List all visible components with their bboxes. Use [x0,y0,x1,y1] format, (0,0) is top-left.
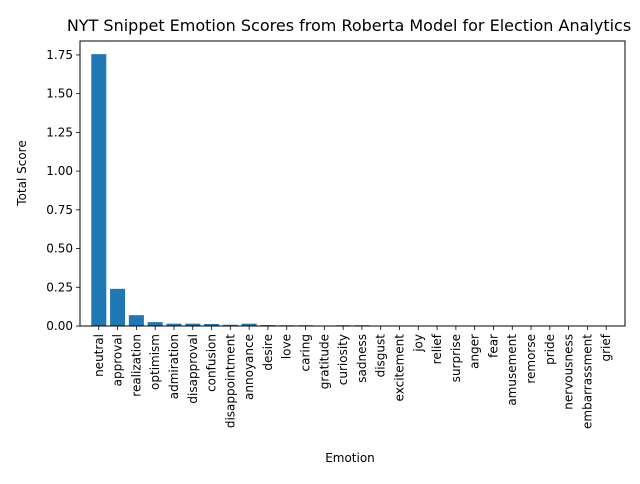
x-tick-label: desire [261,334,275,371]
bar-realization [129,315,144,326]
bar-optimism [148,322,163,326]
y-tick-label: 0.00 [46,319,73,333]
bar-approval [110,289,125,326]
chart-title: NYT Snippet Emotion Scores from Roberta … [67,16,631,35]
x-tick-label: surprise [449,334,463,382]
x-tick-label: nervousness [562,334,576,410]
y-tick-label: 1.50 [46,87,73,101]
y-tick-label: 0.50 [46,242,73,256]
x-tick-label: pride [543,334,557,365]
y-axis: 0.00 0.25 0.50 0.75 1.00 1.25 1.50 1.75 [46,48,80,333]
x-tick-label: curiosity [336,334,350,385]
x-tick-label: remorse [524,334,538,384]
x-tick-label: annoyance [242,334,256,400]
bar-neutral [91,54,106,326]
x-tick-label: realization [129,334,143,397]
y-axis-label: Total Score [15,140,29,206]
x-tick-label: approval [111,334,125,386]
y-tick-label: 1.75 [46,48,73,62]
x-tick-label: anger [468,334,482,369]
x-tick-label: fear [486,334,500,358]
x-tick-label: love [280,334,294,359]
y-tick-label: 1.25 [46,125,73,139]
x-tick-label: neutral [92,334,106,377]
x-tick-label: gratitude [317,334,331,389]
plot-frame [80,41,625,326]
bars-layer [91,54,613,326]
x-tick-label: joy [411,334,425,353]
x-tick-label: relief [430,333,444,364]
x-tick-label: caring [299,334,313,371]
x-tick-label: grief [599,333,613,361]
x-tick-label: admiration [167,334,181,399]
x-axis-label: Emotion [325,451,375,465]
x-axis: neutral approval realization optimism admira… [92,326,613,429]
x-tick-label: disgust [374,334,388,378]
x-tick-label: confusion [205,334,219,392]
y-tick-label: 0.25 [46,280,73,294]
x-tick-label: excitement [392,334,406,402]
x-tick-label: sadness [355,334,369,383]
x-tick-label: disapproval [186,334,200,404]
x-tick-label: optimism [148,334,162,390]
x-tick-label: embarrassment [580,334,594,429]
x-tick-label: disappointment [223,334,237,428]
y-tick-label: 1.00 [46,164,73,178]
y-tick-label: 0.75 [46,203,73,217]
x-tick-label: amusement [505,334,519,406]
